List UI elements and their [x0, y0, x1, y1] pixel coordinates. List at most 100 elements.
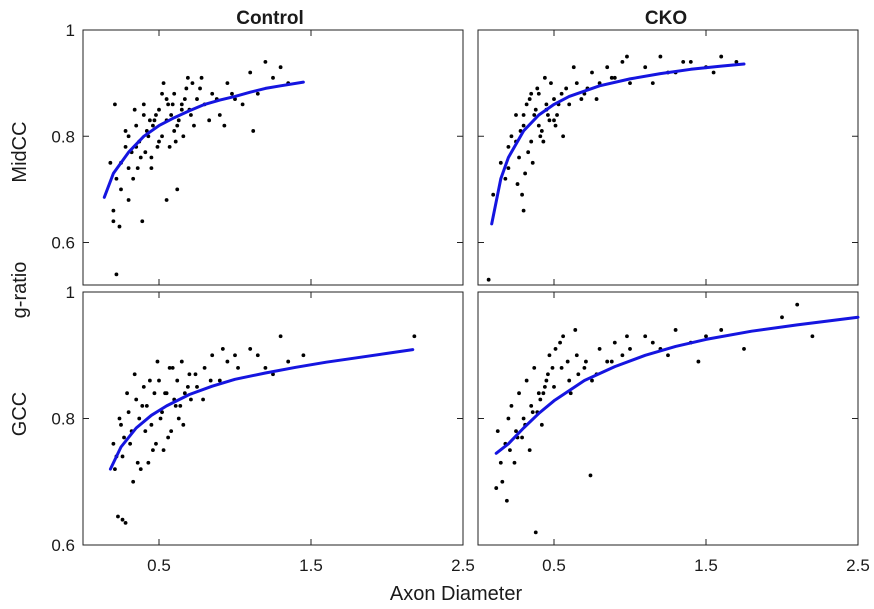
shared-x-axis-label: Axon Diameter — [390, 583, 523, 605]
x-tick-label: 1.5 — [299, 556, 323, 575]
scatter-point — [517, 155, 521, 160]
scatter-point — [612, 340, 617, 345]
scatter-point — [143, 150, 148, 155]
scatter-point — [719, 54, 724, 59]
x-tick-label: 2.5 — [846, 556, 870, 575]
scatter-point — [301, 353, 306, 358]
fit-curve — [490, 62, 746, 226]
scatter-point — [163, 391, 167, 396]
scatter-point — [650, 340, 655, 345]
scatter-point — [532, 366, 537, 370]
scatter-point — [567, 102, 572, 107]
scatter-point — [151, 448, 155, 453]
scatter-point — [535, 86, 540, 91]
scatter-point — [658, 54, 663, 59]
scatter-point — [157, 107, 161, 112]
scatter-point — [530, 160, 535, 165]
scatter-point — [167, 144, 172, 149]
scatter-point — [120, 517, 125, 522]
scatter-point — [126, 166, 131, 171]
scatter-point — [538, 397, 543, 402]
scatter-point — [141, 113, 146, 117]
scatter-point — [176, 118, 181, 123]
scatter-point — [549, 81, 553, 86]
scatter-point — [609, 75, 614, 80]
scatter-point — [114, 272, 119, 277]
scatter-point — [192, 123, 196, 128]
scatter-point — [108, 160, 113, 165]
scatter-point — [526, 150, 531, 155]
scatter-point — [140, 219, 145, 224]
scatter-point — [189, 113, 193, 117]
scatter-point — [251, 129, 256, 133]
scatter-point — [538, 134, 543, 139]
scatter-point — [146, 460, 151, 465]
scatter-point — [135, 460, 140, 465]
scatter-point — [552, 97, 556, 101]
scatter-point — [552, 384, 556, 389]
panel-cko-gcc: 0.5 1.5 2.5 — [477, 291, 870, 575]
scatter-point — [166, 435, 171, 440]
scatter-point — [495, 429, 500, 434]
scatter-point — [529, 139, 534, 144]
scatter-point — [255, 353, 260, 358]
scatter-point — [240, 102, 245, 107]
scatter-point — [173, 403, 178, 408]
scatter-point — [521, 208, 526, 213]
scatter-point — [161, 81, 166, 86]
scatter-point — [625, 334, 629, 339]
scatter-point — [117, 416, 122, 421]
scatter-point — [541, 391, 546, 396]
scatter-point — [225, 81, 230, 86]
scatter-point — [175, 123, 180, 128]
scatter-point — [173, 139, 178, 144]
scatter-point — [271, 75, 275, 80]
scatter-point — [688, 59, 693, 64]
scatter-point — [172, 91, 177, 96]
scatter-point — [126, 198, 131, 202]
shared-y-axis-label: g-ratio — [9, 262, 31, 319]
scatter-point — [650, 81, 655, 86]
scatter-point — [553, 347, 558, 351]
scatter-point — [181, 422, 186, 427]
scatter-point — [567, 378, 572, 383]
scatter-point — [198, 86, 202, 91]
scatter-point — [161, 448, 166, 453]
scatter-point — [155, 144, 160, 149]
scatter-point — [179, 102, 184, 107]
scatter-point — [138, 467, 143, 471]
scatter-point — [278, 334, 283, 339]
scatter-point — [780, 315, 784, 320]
column-title-control: Control — [236, 8, 304, 29]
scatter-point — [141, 384, 146, 389]
scatter-point — [666, 353, 670, 358]
scatter-point — [520, 435, 524, 440]
scatter-point — [486, 277, 491, 282]
scatter-point — [584, 359, 588, 364]
panels-group: 0.6 0.8 1 0.5 1.5 2.5 0.6 0.8 1 0.5 1.5 2.5 — [51, 21, 869, 575]
scatter-point — [521, 416, 526, 421]
scatter-point — [128, 441, 133, 446]
scatter-point — [132, 107, 137, 112]
scatter-point — [123, 144, 128, 149]
scatter-point — [125, 391, 129, 396]
y-tick-label: 0.6 — [51, 234, 75, 253]
scatter-point — [544, 378, 549, 383]
scatter-point — [588, 473, 593, 478]
scatter-point — [134, 123, 139, 128]
scatter-point — [233, 353, 237, 358]
scatter-point — [555, 113, 559, 117]
scatter-point — [137, 416, 142, 421]
scatter-point — [514, 113, 518, 117]
scatter-point — [506, 166, 511, 171]
scatter-point — [111, 219, 116, 224]
scatter-point — [810, 334, 815, 339]
scatter-point — [111, 208, 116, 213]
scatter-point — [515, 182, 520, 186]
scatter-point — [160, 134, 164, 139]
scatter-point — [559, 366, 564, 370]
scatter-point — [182, 391, 187, 396]
scatter-point — [140, 403, 145, 408]
scatter-point — [286, 359, 291, 364]
scatter-point — [178, 403, 183, 408]
